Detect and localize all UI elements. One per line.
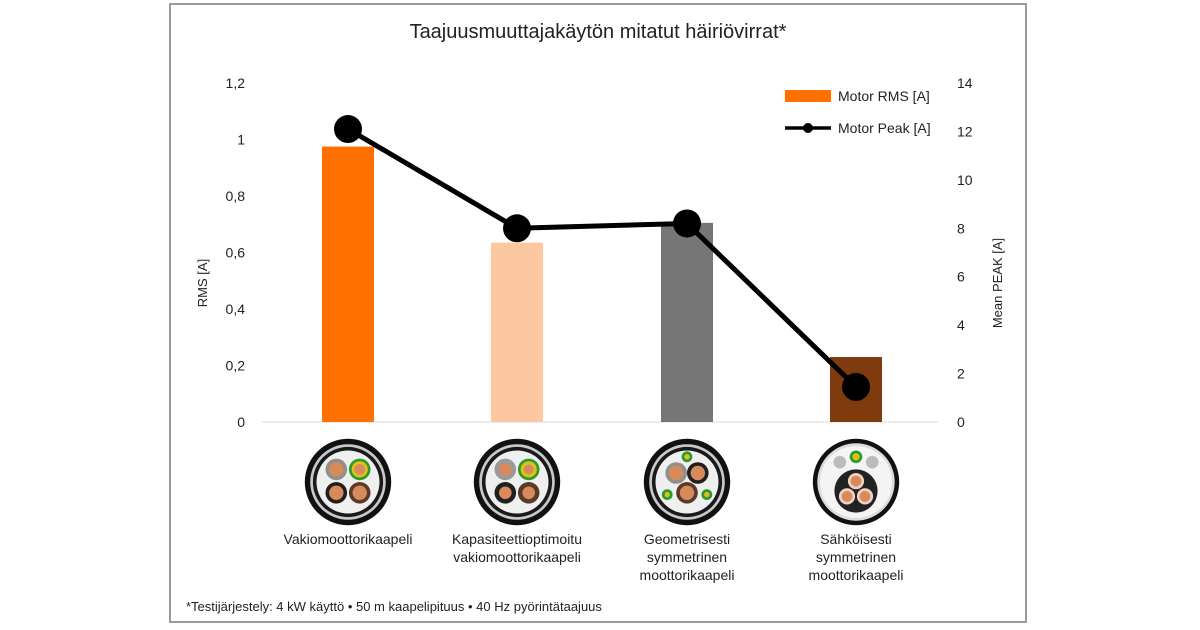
legend-label-rms: Motor RMS [A] <box>838 88 930 104</box>
peak-line-series <box>334 115 870 401</box>
category-label-line: Sähköisesti <box>820 531 892 547</box>
category-label-line: Kapasiteettioptimoitu <box>452 531 582 547</box>
legend-label-peak: Motor Peak [A] <box>838 120 931 136</box>
legend: Motor RMS [A] Motor Peak [A] <box>785 88 931 136</box>
left-tick-label: 0,2 <box>226 358 246 374</box>
right-tick-label: 12 <box>957 123 973 139</box>
chart-frame <box>169 3 1027 623</box>
right-tick-label: 2 <box>957 366 965 382</box>
right-tick-label: 4 <box>957 317 965 333</box>
peak-marker <box>673 209 701 238</box>
category-label-line: moottorikaapeli <box>640 567 735 583</box>
left-tick-label: 0,6 <box>226 245 246 261</box>
right-axis-ticks: 0 2 4 6 8 10 12 14 <box>957 75 973 430</box>
chart-title: Taajuusmuuttajakäytön mitatut häiriövirr… <box>410 21 787 43</box>
left-tick-label: 1,2 <box>226 75 246 91</box>
category-label: Kapasiteettioptimoitu vakiomoottorikaapel… <box>452 531 582 565</box>
right-tick-label: 10 <box>957 172 973 188</box>
standard-cable-icon <box>304 438 392 526</box>
capacitance-optimized-cable-icon <box>473 438 561 526</box>
rms-bar <box>661 222 713 422</box>
right-axis-label: Mean PEAK [A] <box>990 238 1005 328</box>
category-labels: Vakiomoottorikaapeli Kapasiteettioptimoit… <box>284 531 904 583</box>
geometric-symmetric-cable-icon <box>643 438 731 526</box>
left-tick-label: 0,4 <box>226 301 246 317</box>
right-tick-label: 0 <box>957 414 965 430</box>
left-tick-label: 0 <box>237 414 245 430</box>
category-label-line: Vakiomoottorikaapeli <box>284 531 413 547</box>
legend-swatch-rms <box>785 90 831 102</box>
category-label: Geometrisesti symmetrinen moottorikaapeli <box>640 531 735 583</box>
electric-symmetric-cable-icon <box>812 438 900 526</box>
peak-series-line <box>346 126 858 389</box>
category-label-line: symmetrinen <box>647 549 727 565</box>
left-axis-label: RMS [A] <box>195 259 210 307</box>
left-tick-label: 1 <box>237 132 245 148</box>
footnote: *Testijärjestely: 4 kW käyttö • 50 m kaa… <box>186 599 602 614</box>
right-tick-label: 8 <box>957 220 965 236</box>
category-label-line: Geometrisesti <box>644 531 730 547</box>
category-label: Vakiomoottorikaapeli <box>284 531 413 547</box>
rms-bar <box>491 242 543 422</box>
category-label-line: moottorikaapeli <box>809 567 904 583</box>
rms-bars <box>322 146 882 422</box>
legend-marker-peak <box>803 123 813 133</box>
category-label-line: symmetrinen <box>816 549 896 565</box>
left-axis-ticks: 0 0,2 0,4 0,6 0,8 1 1,2 <box>226 75 246 430</box>
category-label: Sähköisesti symmetrinen moottorikaapeli <box>809 531 904 583</box>
category-label-line: vakiomoottorikaapeli <box>453 549 581 565</box>
left-tick-label: 0,8 <box>226 188 246 204</box>
peak-marker <box>842 372 870 401</box>
peak-marker <box>334 115 362 144</box>
peak-marker <box>503 214 531 243</box>
rms-bar <box>322 146 374 422</box>
right-tick-label: 14 <box>957 75 973 91</box>
right-tick-label: 6 <box>957 269 965 285</box>
